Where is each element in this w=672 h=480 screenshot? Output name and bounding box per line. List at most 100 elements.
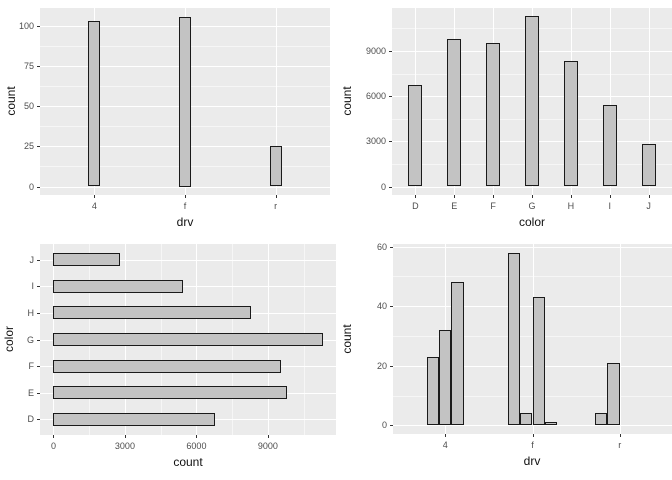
x-tick-label: I [608,201,612,211]
grid-major-line [619,244,621,434]
y-axis-tick [390,425,393,427]
x-tick-label: E [451,201,458,211]
bar [486,42,501,187]
y-axis-tick [390,306,393,308]
x-tick-label: 4 [442,440,448,450]
bar [53,386,287,400]
y-axis-tick [389,51,392,52]
x-axis-tick [454,195,456,198]
y-tick-label: 20 [376,360,387,371]
bar [269,146,282,187]
plot-panel [40,8,330,195]
y-tick-label: 3000 [365,136,386,147]
y-axis-tick [37,392,40,394]
y-tick-label: H [27,307,35,318]
x-axis-title: drv [176,215,194,229]
x-axis-tick [570,195,572,198]
x-axis-tick [196,435,198,438]
bar [53,412,215,426]
bar [451,282,464,426]
bar [595,413,608,426]
y-tick-label: 25 [23,141,34,152]
y-tick-label: G [26,334,34,345]
x-axis-tick [532,434,534,437]
y-tick-label: 9000 [365,46,386,56]
x-axis-tick [532,195,533,198]
y-axis-tick [37,106,40,108]
y-tick-label: 0 [380,181,386,192]
x-tick-label: r [274,201,278,211]
y-tick-label: 40 [376,301,387,312]
x-tick-label: D [412,201,419,211]
y-axis-tick [37,186,40,188]
y-axis-tick [37,26,40,28]
bar [53,306,252,320]
bar [53,253,121,267]
bar [508,252,521,426]
y-axis-tick [389,186,392,188]
bar [520,413,533,426]
y-axis-title: count [340,86,354,116]
bar [563,61,578,187]
bar [641,144,656,187]
bar [602,104,617,187]
x-axis-tick [415,195,417,198]
y-axis-tick [389,141,392,143]
y-axis-tick [37,259,40,261]
y-tick-label: I [31,281,34,292]
y-tick-label: J [29,254,35,265]
x-axis-tick [94,195,96,198]
x-tick-label: F [490,201,496,211]
x-tick-label: H [567,201,575,211]
x-axis-tick [493,195,495,198]
grid-major-line [40,259,336,261]
y-tick-label: 0 [28,181,34,192]
x-tick-label: G [528,201,536,211]
x-tick-label: 6000 [186,441,207,451]
x-axis-tick [648,195,650,198]
x-tick-label: 3000 [114,441,135,451]
x-axis-tick [609,195,611,198]
grid-major-line [648,8,650,195]
bar [525,16,539,187]
grid-major-line [40,286,336,288]
y-tick-label: 6000 [365,91,386,102]
y-tick-label: 50 [23,101,34,112]
y-axis-tick [37,66,40,68]
bar [88,21,101,187]
y-axis-tick [37,419,40,421]
bar [53,279,183,293]
y-tick-label: 100 [18,21,34,32]
y-axis-tick [389,96,392,98]
bar [53,359,281,373]
x-tick-label: J [646,201,651,211]
bar [408,84,423,187]
bar [53,333,323,346]
y-tick-label: 60 [376,241,387,252]
y-axis-tick [390,365,393,367]
y-tick-label: F [28,361,35,372]
x-tick-label: 4 [91,201,97,211]
plot-panel [40,244,336,435]
y-axis-title: color [2,325,16,353]
y-axis-title: count [4,86,18,116]
bar [607,362,620,426]
bar [532,297,545,426]
x-tick-label: 0 [50,441,56,451]
x-axis-tick [53,435,55,438]
bar [427,356,440,426]
x-axis-tick [267,435,269,438]
y-axis-tick [37,286,40,288]
x-axis-title: color [518,215,546,229]
x-axis-tick [124,435,126,438]
bar [179,16,191,187]
y-axis-tick [37,339,40,341]
y-axis-tick [37,312,40,314]
grid-major-line [275,8,277,195]
x-axis-tick [275,195,277,198]
y-axis-title: count [340,324,354,354]
bar [439,330,452,426]
y-axis-tick [390,246,393,248]
y-tick-label: 75 [23,61,34,72]
